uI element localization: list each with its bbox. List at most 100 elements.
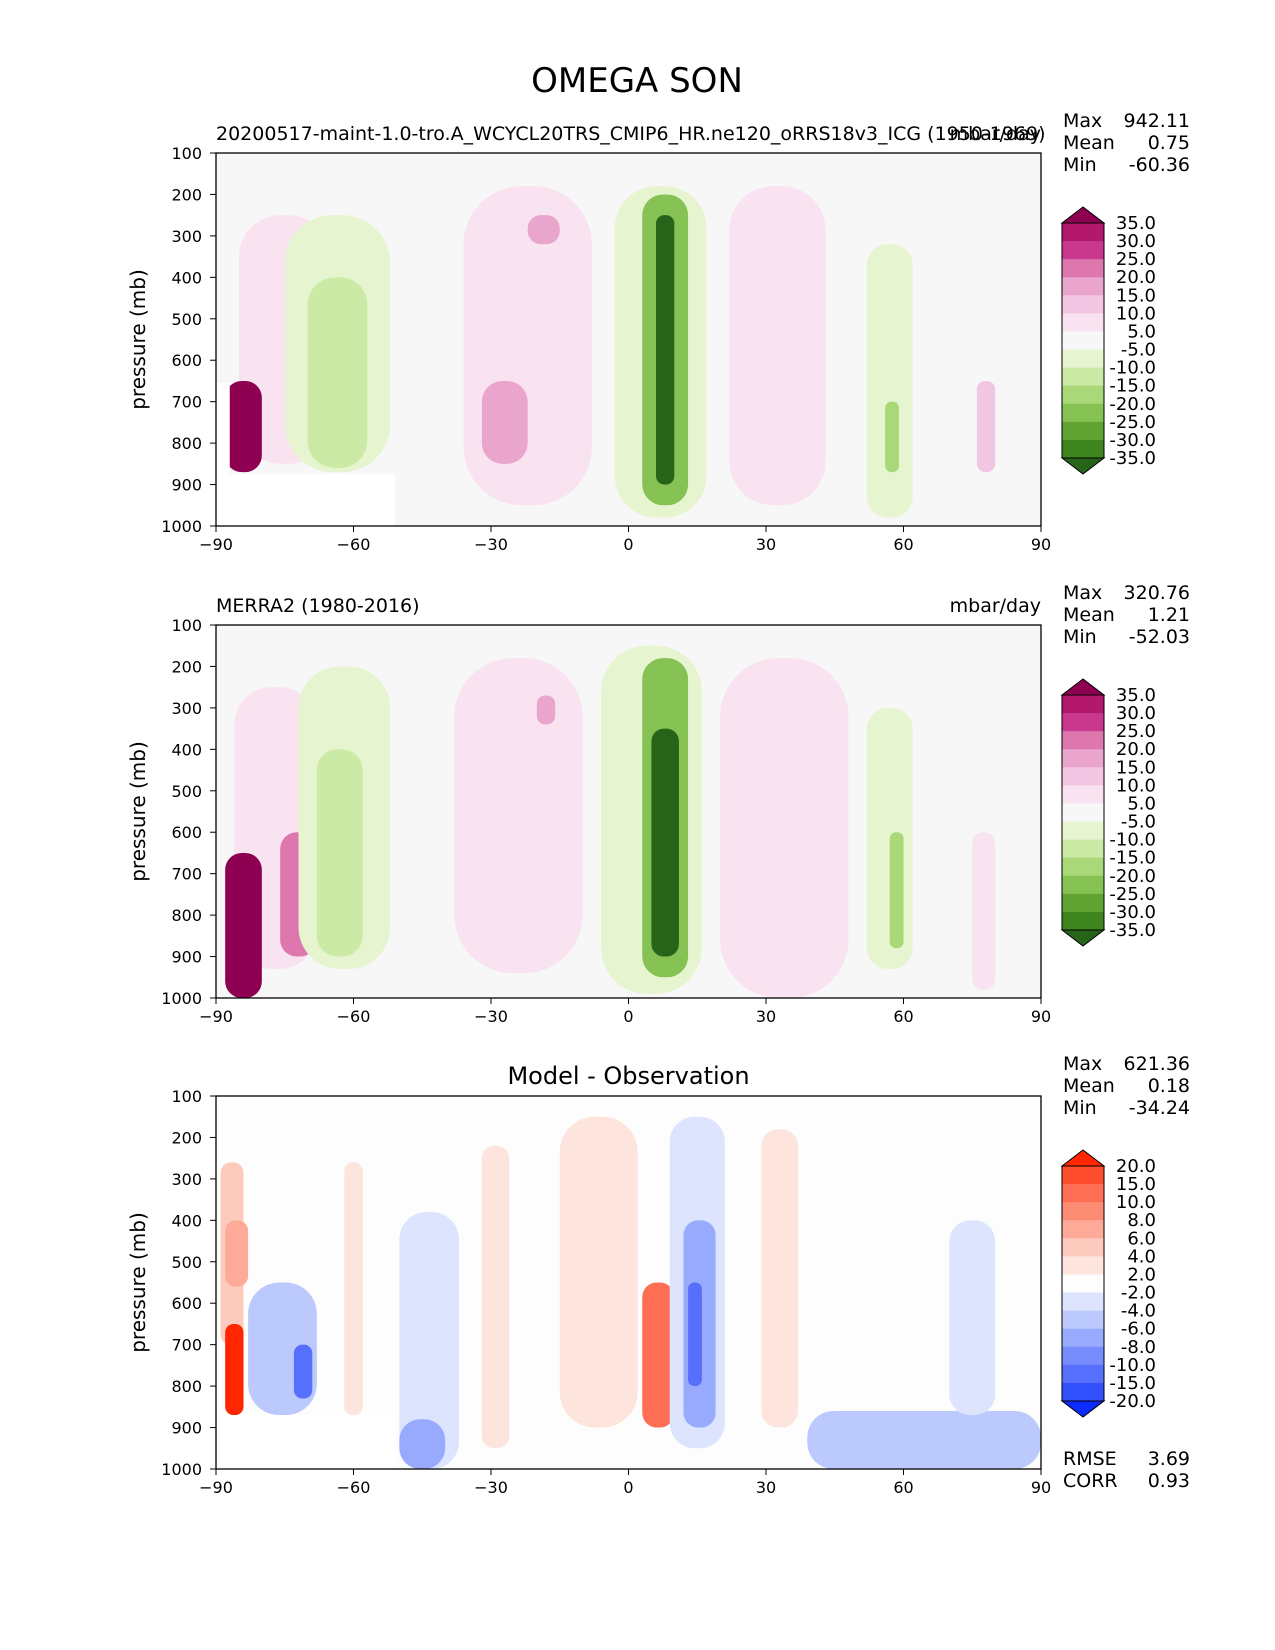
rmse-value: 3.69	[1148, 1448, 1190, 1470]
colorbar-level-label: 15.0	[1116, 757, 1156, 778]
field-region	[866, 244, 913, 518]
y-tick-label: 100	[171, 616, 202, 635]
colorbar-level-label: -25.0	[1109, 412, 1156, 433]
y-axis-label: pressure (mb)	[126, 1212, 150, 1353]
x-tick-label: 60	[893, 1007, 913, 1026]
panel-left-label: MERRA2 (1980-2016)	[216, 595, 420, 617]
stat-label: Mean	[1063, 1075, 1115, 1097]
plot-area	[216, 153, 1041, 526]
x-tick-label: 90	[1031, 535, 1051, 554]
colorbar-swatch	[1062, 1292, 1104, 1312]
colorbar-level-label: 8.0	[1127, 1210, 1156, 1231]
field-region	[651, 728, 679, 957]
stat-value: 0.18	[1148, 1075, 1190, 1097]
stat-label: Mean	[1063, 132, 1115, 154]
y-tick-label: 200	[171, 185, 202, 204]
colorbar-frame	[1061, 222, 1105, 459]
colorbar-swatch	[1062, 749, 1104, 768]
panel-units-label: mbar/day	[950, 595, 1041, 617]
colorbar-level-label: -15.0	[1109, 376, 1156, 397]
colorbar-level-label: -5.0	[1121, 340, 1156, 361]
stat-label: Min	[1063, 1097, 1097, 1119]
field-region	[949, 1220, 996, 1416]
x-tick-label: 30	[756, 535, 776, 554]
field-region	[688, 1282, 702, 1387]
colorbar: 35.030.025.020.015.010.05.0-5.0-10.0-15.…	[1060, 206, 1156, 475]
colorbar-frame	[1061, 1165, 1105, 1402]
y-tick-label: 400	[171, 1211, 202, 1230]
colorbar-level-label: -20.0	[1109, 866, 1156, 887]
y-tick-label: 200	[171, 1128, 202, 1147]
stat-value: -60.36	[1129, 154, 1190, 176]
field-region	[527, 215, 560, 245]
y-tick-label: 1000	[161, 1460, 202, 1479]
stat-value: -52.03	[1129, 626, 1190, 648]
field-region	[344, 1162, 363, 1416]
field-region	[761, 1129, 799, 1428]
colorbar-swatch	[1062, 785, 1104, 804]
y-tick-label: 700	[171, 865, 202, 884]
colorbar-level-label: 20.0	[1116, 267, 1156, 288]
colorbar-swatch	[1062, 421, 1104, 441]
colorbar-swatch	[1062, 313, 1104, 332]
y-tick-label: 800	[171, 1377, 202, 1396]
field-region	[225, 852, 262, 998]
x-tick-label: 0	[623, 1478, 633, 1497]
colorbar-level-label: -35.0	[1109, 920, 1156, 941]
field-region	[454, 658, 583, 974]
colorbar-level-label: 10.0	[1116, 775, 1156, 796]
colorbar-level-label: -5.0	[1121, 812, 1156, 833]
x-tick-label: 30	[756, 1478, 776, 1497]
field-region	[889, 832, 904, 949]
colorbar-level-label: 2.0	[1127, 1264, 1156, 1285]
x-tick-label: −90	[199, 1007, 233, 1026]
colorbar-swatch	[1062, 349, 1104, 369]
colorbar-level-label: -30.0	[1109, 430, 1156, 451]
y-tick-label: 200	[171, 657, 202, 676]
y-tick-label: 100	[171, 1087, 202, 1106]
colorbar-swatch	[1062, 1220, 1104, 1239]
stat-value: 1.21	[1148, 604, 1190, 626]
x-tick-label: 90	[1031, 1478, 1051, 1497]
x-tick-label: −30	[474, 1007, 508, 1026]
colorbar-swatch	[1062, 295, 1104, 314]
stat-value: 0.75	[1148, 132, 1190, 154]
plot-area	[216, 1096, 1041, 1469]
colorbar-swatch	[1062, 439, 1104, 459]
y-tick-label: 600	[171, 351, 202, 370]
colorbar-level-label: 4.0	[1127, 1246, 1156, 1267]
y-tick-label: 300	[171, 699, 202, 718]
field-region	[293, 1344, 313, 1399]
colorbar-swatch	[1062, 1346, 1104, 1366]
y-tick-label: 600	[171, 1294, 202, 1313]
x-tick-label: 0	[623, 1007, 633, 1026]
x-tick-label: −90	[199, 1478, 233, 1497]
colorbar-swatch	[1062, 1274, 1104, 1294]
colorbar-swatch	[1062, 821, 1104, 841]
colorbar-level-label: -20.0	[1109, 1391, 1156, 1412]
colorbar-level-label: 35.0	[1116, 685, 1156, 706]
field-region	[399, 1419, 446, 1469]
colorbar-swatch	[1062, 875, 1104, 895]
y-tick-label: 600	[171, 823, 202, 842]
field-region	[307, 277, 368, 468]
stat-label: Max	[1063, 110, 1102, 132]
colorbar-swatch	[1062, 367, 1104, 387]
field-region	[559, 1116, 638, 1428]
colorbar-level-label: 20.0	[1116, 1156, 1156, 1177]
missing-data-mask	[243, 1415, 395, 1469]
colorbar-level-label: 20.0	[1116, 739, 1156, 760]
stat-value: 320.76	[1124, 582, 1190, 604]
colorbar-swatch	[1062, 1328, 1104, 1348]
y-tick-label: 400	[171, 740, 202, 759]
colorbar-level-label: 15.0	[1116, 285, 1156, 306]
y-tick-label: 900	[171, 1419, 202, 1438]
colorbar-swatch	[1062, 1202, 1104, 1221]
colorbar-level-label: 10.0	[1116, 1192, 1156, 1213]
field-region	[642, 1282, 675, 1428]
panel-left-label: 20200517-maint-1.0-tro.A_WCYCL20TRS_CMIP…	[216, 123, 1046, 145]
x-tick-label: 60	[893, 535, 913, 554]
